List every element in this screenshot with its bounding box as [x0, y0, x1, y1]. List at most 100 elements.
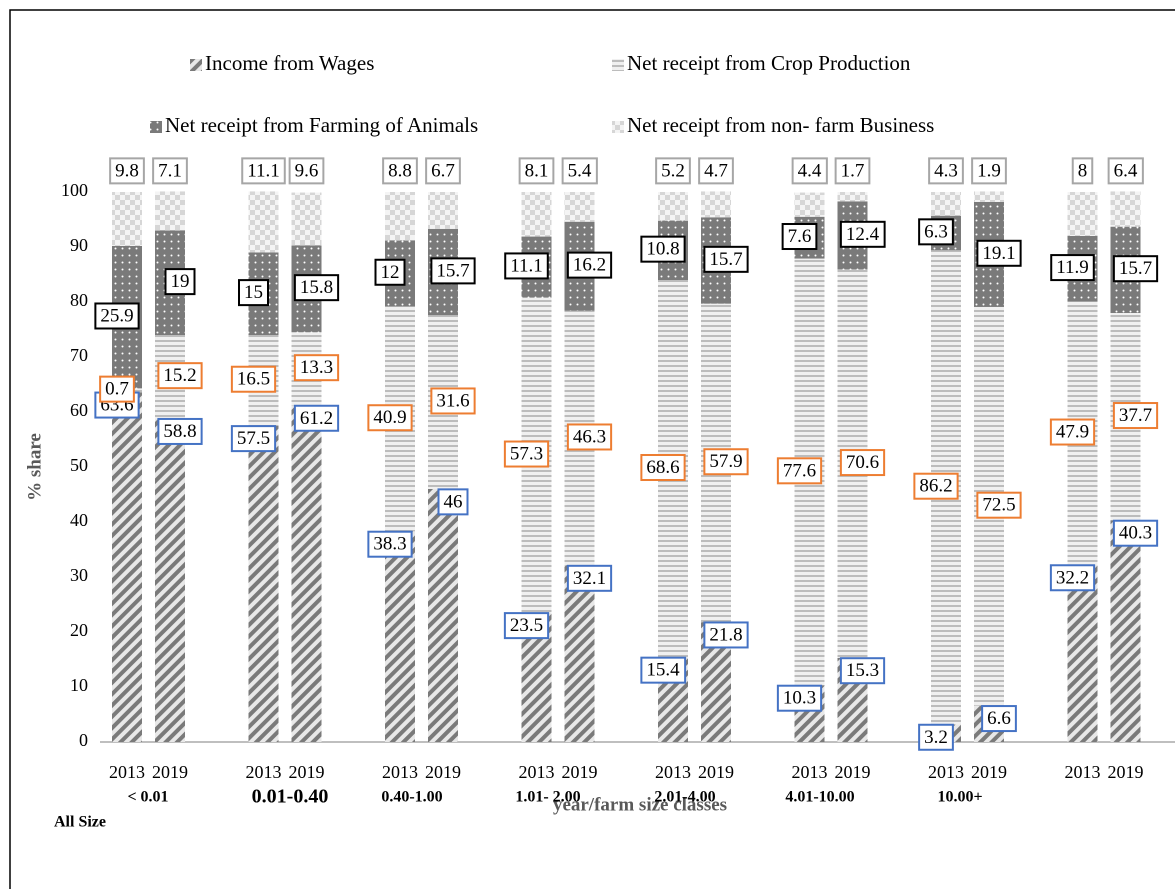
bar-segment — [658, 192, 688, 221]
value-label: 12 — [381, 262, 400, 283]
value-label-box — [640, 656, 687, 684]
y-tick-label: 40 — [70, 510, 88, 530]
value-label: 70.6 — [846, 452, 879, 473]
value-label: 31.6 — [436, 390, 469, 411]
value-label: 10.3 — [783, 688, 816, 709]
y-tick-label: 0 — [79, 730, 88, 750]
value-label-box — [1112, 402, 1159, 430]
value-label-box — [976, 239, 1022, 267]
bar-segment — [931, 192, 961, 216]
y-tick-label: 20 — [70, 620, 88, 640]
x-tick-label: 2013 — [655, 762, 691, 782]
x-tick-label: 2013 — [382, 762, 418, 782]
value-label-box — [367, 530, 413, 558]
value-label: 0.7 — [105, 379, 129, 400]
value-label-box — [230, 365, 277, 393]
value-label: 15.8 — [300, 277, 333, 298]
value-label: 38.3 — [373, 534, 406, 555]
value-label-box — [241, 157, 286, 185]
value-label: 11.1 — [510, 255, 543, 276]
bar-segment — [794, 192, 825, 217]
bar-segment — [385, 531, 415, 742]
value-label: 3.2 — [924, 727, 948, 748]
value-label: 46 — [444, 491, 463, 512]
value-label-box — [928, 157, 964, 185]
value-label-box — [918, 218, 954, 246]
value-label-box — [109, 157, 145, 185]
legend-swatch — [612, 121, 624, 133]
value-label: 9.8 — [115, 160, 139, 181]
group-label: 4.01-10.00 — [785, 789, 854, 806]
legend-label: Net receipt from non- farm Business — [627, 113, 934, 137]
value-label-box — [703, 621, 749, 649]
group-label: < 0.01 — [127, 789, 168, 806]
value-label: 61.2 — [300, 408, 333, 429]
value-label-box — [503, 440, 550, 468]
bar-segment — [385, 192, 415, 241]
value-label-box — [430, 257, 476, 285]
value-label-box — [781, 223, 818, 251]
group-label: All Size — [54, 814, 106, 831]
bar-segment — [564, 192, 595, 222]
value-label: 15.3 — [846, 660, 879, 681]
value-label-box — [703, 448, 749, 476]
x-tick-label: 2019 — [562, 762, 598, 782]
value-label: 6.3 — [924, 221, 948, 242]
frame — [9, 9, 1175, 889]
x-tick-label: 2013 — [1065, 762, 1101, 782]
value-label: 57.3 — [510, 444, 543, 465]
bar-segment — [1110, 520, 1141, 742]
bar-segment — [248, 191, 279, 253]
value-label: 13.3 — [300, 357, 333, 378]
value-label-box — [839, 449, 886, 477]
value-label-box — [1050, 254, 1095, 282]
x-tick-label: 2013 — [792, 762, 828, 782]
value-label-box — [382, 157, 418, 185]
legend-swatch — [150, 121, 162, 133]
legend-label: Net receipt from Crop Production — [627, 51, 911, 75]
x-axis-label: year/farm size classes — [553, 794, 727, 815]
value-label-box — [504, 252, 549, 280]
bar-segment — [1067, 564, 1098, 742]
group-label: 1.01- 2.00 — [515, 789, 580, 806]
value-label: 68.6 — [646, 457, 679, 478]
y-tick-label: 90 — [70, 235, 88, 255]
value-label: 86.2 — [919, 476, 952, 497]
bar-segment — [248, 425, 279, 742]
value-label-box — [655, 157, 691, 185]
value-label: 8 — [1078, 160, 1088, 181]
value-label: 25.9 — [100, 305, 133, 326]
x-tick-label: 2019 — [289, 762, 325, 782]
bar-segment — [155, 191, 185, 231]
value-label-box — [238, 279, 269, 307]
value-label-box — [791, 157, 828, 185]
value-label-box — [918, 723, 954, 751]
bar-segment — [112, 192, 142, 246]
value-label: 15.4 — [646, 660, 680, 681]
x-tick-label: 2013 — [246, 762, 282, 782]
value-label-box — [503, 612, 550, 640]
x-tick-label: 2013 — [109, 762, 145, 782]
value-label: 46.3 — [573, 426, 606, 447]
value-label: 15.7 — [436, 260, 469, 281]
legend-label: Income from Wages — [205, 51, 374, 75]
y-tick-label: 70 — [70, 345, 88, 365]
bar-segment — [112, 392, 142, 742]
value-label: 57.9 — [709, 451, 742, 472]
value-label-box — [374, 258, 406, 286]
value-label-box — [288, 157, 325, 185]
value-label-box — [1107, 157, 1144, 185]
value-label: 19 — [171, 271, 190, 292]
value-label: 16.5 — [237, 369, 270, 390]
value-label: 21.8 — [709, 624, 742, 645]
value-label: 15.2 — [163, 365, 196, 386]
group-label: 10.00+ — [937, 789, 982, 806]
value-label: 19.1 — [982, 243, 1015, 264]
y-tick-label: 50 — [70, 455, 88, 475]
value-label-box — [976, 491, 1022, 519]
value-label-box — [839, 220, 886, 248]
value-label-box — [1049, 418, 1096, 446]
value-label-box — [913, 472, 959, 500]
value-label: 7.6 — [788, 226, 812, 247]
